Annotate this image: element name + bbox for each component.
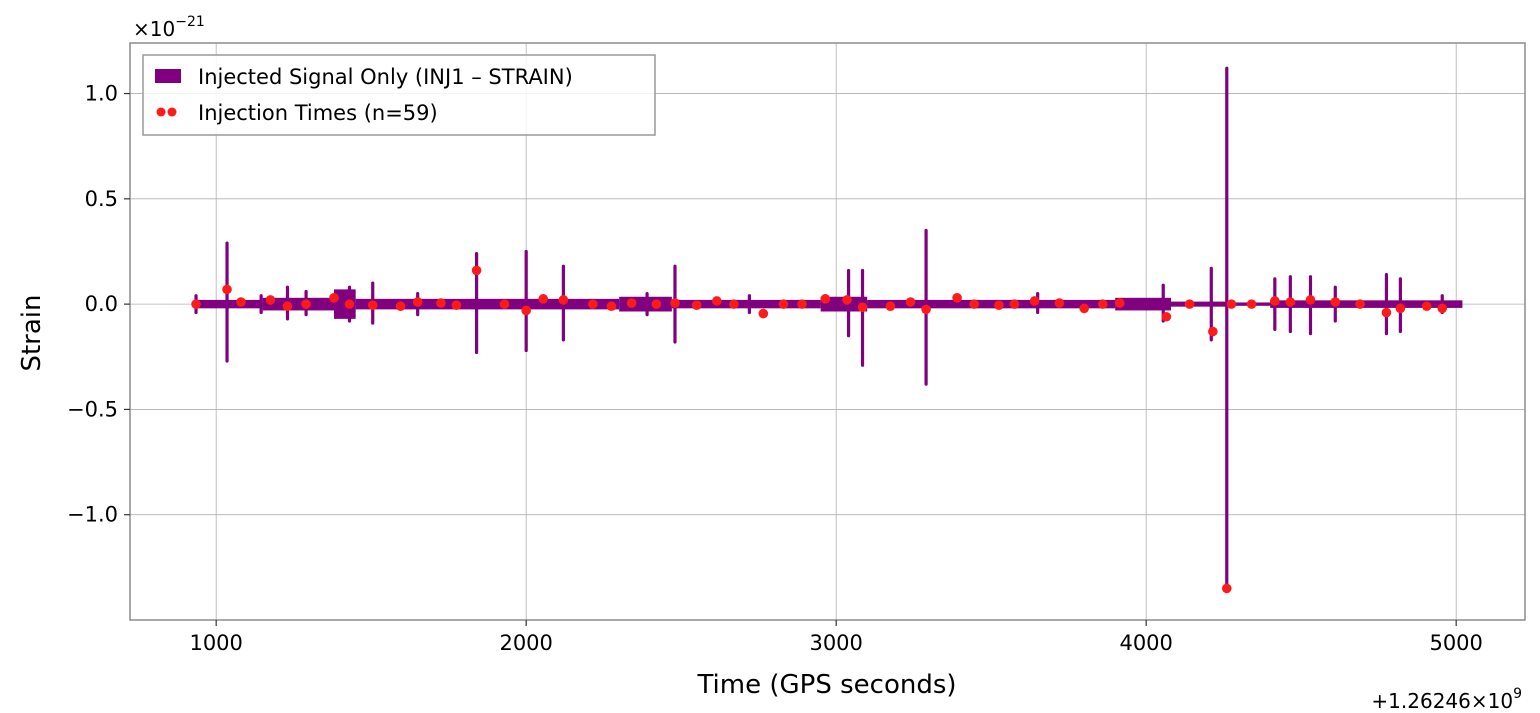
injection-time-point bbox=[1161, 311, 1172, 322]
injection-time-point bbox=[651, 299, 662, 309]
injection-time-point bbox=[558, 295, 569, 305]
injection-time-point bbox=[921, 304, 931, 315]
injection-time-point bbox=[265, 295, 276, 305]
injection-time-point bbox=[344, 299, 355, 309]
legend-label-injections: Injection Times (n=59) bbox=[198, 101, 438, 125]
injection-time-point bbox=[994, 300, 1004, 310]
injection-time-point bbox=[1395, 303, 1406, 314]
x-tick-label: 1000 bbox=[189, 631, 242, 655]
injection-time-point bbox=[412, 297, 423, 307]
injection-time-point bbox=[1115, 298, 1125, 308]
injection-time-point bbox=[236, 297, 246, 307]
injection-time-point bbox=[451, 300, 462, 310]
injection-time-point bbox=[797, 299, 807, 309]
y-scale-label: ×10−21 bbox=[133, 14, 205, 41]
injection-time-point bbox=[191, 299, 201, 309]
injection-time-point bbox=[1270, 296, 1280, 306]
y-tick-label: 1.0 bbox=[85, 82, 118, 106]
injection-time-point bbox=[1208, 326, 1218, 337]
injection-time-point bbox=[1246, 299, 1257, 309]
x-tick-label: 4000 bbox=[1119, 631, 1172, 655]
x-axis-title: Time (GPS seconds) bbox=[696, 670, 956, 700]
injection-time-point bbox=[969, 299, 979, 309]
injection-time-point bbox=[471, 265, 482, 276]
injection-time-point bbox=[729, 299, 739, 309]
injection-time-point bbox=[1285, 297, 1296, 307]
y-tick-label: −0.5 bbox=[67, 397, 118, 421]
injection-time-point bbox=[842, 295, 852, 305]
signal-series bbox=[194, 66, 1463, 593]
injection-time-point bbox=[1421, 301, 1432, 312]
injection-time-point bbox=[395, 301, 406, 312]
injection-time-point bbox=[905, 297, 916, 307]
injection-time-point bbox=[1355, 299, 1365, 309]
injection-time-point bbox=[588, 299, 598, 309]
injection-time-point bbox=[1221, 583, 1232, 594]
legend-dot-right bbox=[167, 107, 177, 117]
injection-time-point bbox=[499, 299, 510, 309]
x-tick-label: 5000 bbox=[1429, 631, 1482, 655]
injection-time-point bbox=[1029, 296, 1040, 306]
injection-time-point bbox=[885, 301, 896, 312]
injection-time-point bbox=[222, 284, 232, 295]
injection-time-point bbox=[1330, 297, 1341, 307]
injection-time-point bbox=[670, 298, 680, 308]
injection-time-point bbox=[1437, 303, 1448, 314]
tick-layer: 1000 2000 3000 4000 5000 1.0 0.5 0.0 −0.5 −1.0 bbox=[67, 82, 1483, 655]
injection-time-point bbox=[282, 301, 293, 312]
injection-time-point bbox=[857, 302, 868, 313]
injection-time-point bbox=[606, 301, 617, 312]
injection-time-point bbox=[1226, 299, 1237, 309]
injection-time-point bbox=[1097, 299, 1108, 309]
injection-time-point bbox=[758, 308, 769, 319]
plot-frame bbox=[129, 42, 1526, 621]
injection-time-point bbox=[538, 294, 549, 304]
legend: Injected Signal Only (INJ1 – STRAIN) Inj… bbox=[142, 54, 656, 136]
legend-label-signal: Injected Signal Only (INJ1 – STRAIN) bbox=[198, 65, 573, 89]
legend-dot-left bbox=[156, 107, 166, 117]
injection-time-point bbox=[329, 293, 339, 303]
y-axis-title: Strain bbox=[17, 294, 47, 371]
injection-time-point bbox=[626, 298, 637, 308]
injection-time-point bbox=[1079, 303, 1089, 314]
injection-time-point bbox=[1184, 299, 1195, 309]
legend-patch-signal bbox=[155, 69, 181, 83]
y-tick-label: 0.0 bbox=[85, 292, 118, 316]
injection-time-point bbox=[521, 305, 531, 316]
injection-time-point bbox=[1381, 307, 1392, 318]
injection-time-point bbox=[1305, 295, 1316, 305]
injection-time-point bbox=[778, 299, 789, 309]
x-offset-label: +1.26246×109 bbox=[1371, 686, 1522, 713]
injection-time-point bbox=[301, 299, 311, 309]
injection-times-series bbox=[191, 265, 1448, 594]
legend-box bbox=[142, 54, 656, 136]
y-tick-label: 0.5 bbox=[85, 187, 118, 211]
injection-time-point bbox=[1054, 298, 1065, 308]
injection-time-point bbox=[1009, 299, 1020, 309]
injection-time-point bbox=[436, 298, 446, 308]
injection-time-point bbox=[712, 296, 722, 306]
injection-time-point bbox=[820, 294, 831, 304]
injection-time-point bbox=[952, 293, 962, 303]
y-tick-label: −1.0 bbox=[67, 503, 118, 527]
injection-time-point bbox=[367, 300, 378, 310]
injection-time-point bbox=[691, 300, 702, 310]
x-tick-label: 2000 bbox=[499, 631, 552, 655]
x-tick-label: 3000 bbox=[809, 631, 862, 655]
